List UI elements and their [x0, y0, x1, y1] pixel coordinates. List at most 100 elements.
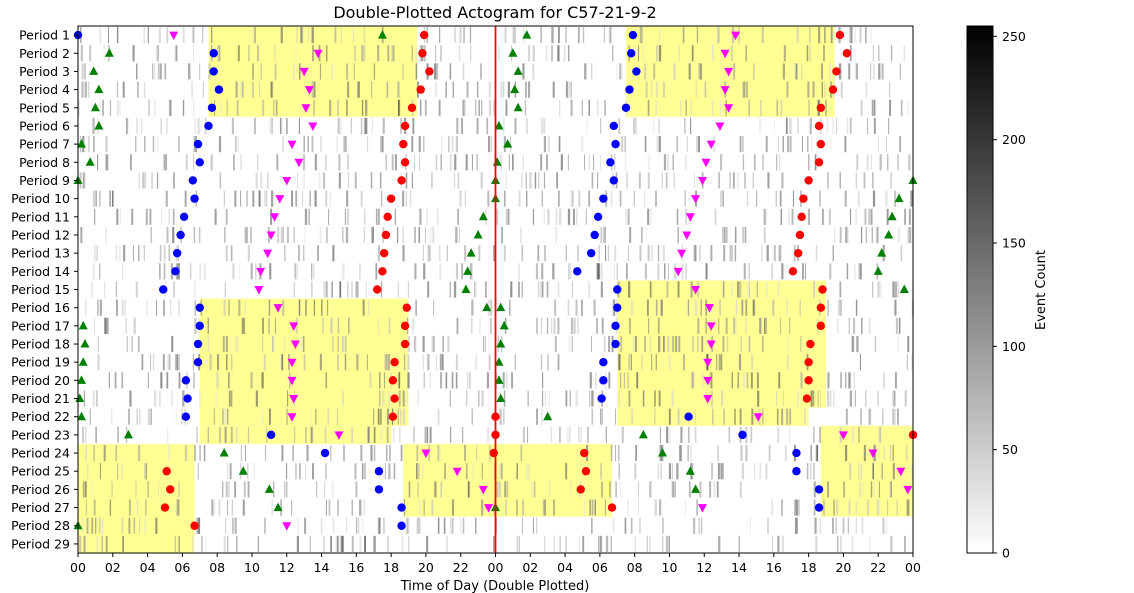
activity-bin [720, 154, 722, 171]
activity-bin [493, 535, 495, 552]
triangle-down-marker [169, 31, 179, 41]
activity-bin [512, 154, 514, 171]
activity-bin [99, 463, 101, 480]
activity-bin [356, 281, 359, 298]
activity-bin [401, 535, 404, 552]
activity-bin [654, 390, 656, 407]
activity-bin [583, 499, 586, 516]
activity-bin [147, 208, 149, 225]
circle-marker [378, 267, 387, 276]
activity-bin [569, 390, 571, 407]
activity-bin [651, 81, 653, 98]
activity-bin [305, 426, 307, 443]
activity-bin [412, 426, 415, 443]
circle-marker [738, 430, 747, 440]
activity-bin [577, 317, 579, 334]
circle-marker [374, 485, 384, 494]
activity-bin [499, 408, 502, 425]
activity-bin [310, 426, 313, 443]
activity-bin [419, 208, 422, 225]
triangle-down-marker [275, 195, 285, 204]
activity-bin [352, 27, 355, 44]
activity-bin [230, 245, 233, 262]
activity-bin [786, 354, 789, 371]
circle-marker [172, 248, 182, 258]
activity-bin [371, 81, 373, 98]
activity-bin [298, 245, 300, 262]
activity-bin [819, 190, 821, 207]
activity-bin [798, 499, 800, 516]
activity-bin [627, 499, 629, 516]
activity-bin [518, 263, 520, 280]
activity-bin [597, 263, 600, 280]
activity-bin [789, 408, 792, 425]
activity-bin [374, 444, 376, 462]
activity-bin [419, 99, 422, 116]
activity-bin [726, 335, 729, 353]
activity-bin [347, 81, 350, 98]
activity-bin [654, 499, 657, 516]
activity-bin [631, 408, 634, 425]
activity-bin [338, 172, 341, 189]
activity-bin [363, 499, 365, 516]
activity-bin [231, 263, 234, 280]
activity-bin [659, 27, 661, 44]
activity-bin [625, 208, 628, 225]
circle-marker [418, 49, 427, 58]
activity-bin [434, 63, 436, 80]
activity-bin [571, 317, 573, 334]
activity-row-9 [79, 172, 892, 189]
activity-row-21 [83, 390, 907, 407]
activity-bin [615, 481, 617, 498]
activity-bin [878, 499, 881, 516]
circle-marker [835, 30, 845, 40]
activity-bin [331, 281, 333, 298]
circle-marker [181, 376, 191, 385]
activity-bin [514, 117, 517, 135]
y-tick-label: Period 16 [11, 300, 70, 315]
activity-bin [141, 354, 144, 371]
activity-bin [407, 517, 410, 534]
activity-bin [367, 426, 369, 443]
activity-bin [447, 335, 450, 353]
activity-bin [557, 317, 560, 334]
activity-bin [639, 517, 641, 534]
activity-bin [776, 390, 778, 407]
activity-bin [347, 317, 350, 334]
activity-bin [428, 245, 431, 262]
activity-bin [422, 354, 425, 371]
activity-bin [150, 226, 153, 244]
activity-bin [649, 481, 652, 498]
activity-bin [183, 27, 185, 44]
activity-row-3 [81, 63, 901, 80]
activity-bin [408, 535, 410, 552]
activity-bin [460, 517, 462, 534]
activity-bin [257, 45, 259, 62]
activity-bin [490, 136, 493, 153]
activity-bin [430, 226, 432, 244]
y-tick-label: Period 1 [19, 28, 70, 43]
activity-bin [873, 481, 875, 498]
activity-bin [764, 317, 767, 334]
activity-bin [246, 190, 248, 207]
y-tick-label: Period 4 [19, 82, 70, 97]
activity-bin [848, 63, 851, 80]
activity-bin [565, 245, 567, 262]
activity-bin [505, 172, 507, 189]
activity-bin [502, 408, 505, 425]
activity-bin [197, 117, 200, 135]
activity-bin [388, 463, 391, 480]
activity-bin [637, 45, 640, 62]
activity-bin [867, 117, 869, 135]
activity-bin [172, 208, 175, 225]
activity-bin [373, 63, 376, 80]
activity-bin [885, 190, 888, 207]
activity-bin [659, 335, 661, 353]
activity-bin [260, 172, 263, 189]
activity-bin [160, 372, 163, 389]
activity-bin [201, 535, 203, 552]
activity-bin [760, 99, 762, 116]
triangle-up-marker [877, 248, 887, 257]
activity-row-6 [92, 117, 890, 135]
activity-bin [156, 299, 158, 316]
